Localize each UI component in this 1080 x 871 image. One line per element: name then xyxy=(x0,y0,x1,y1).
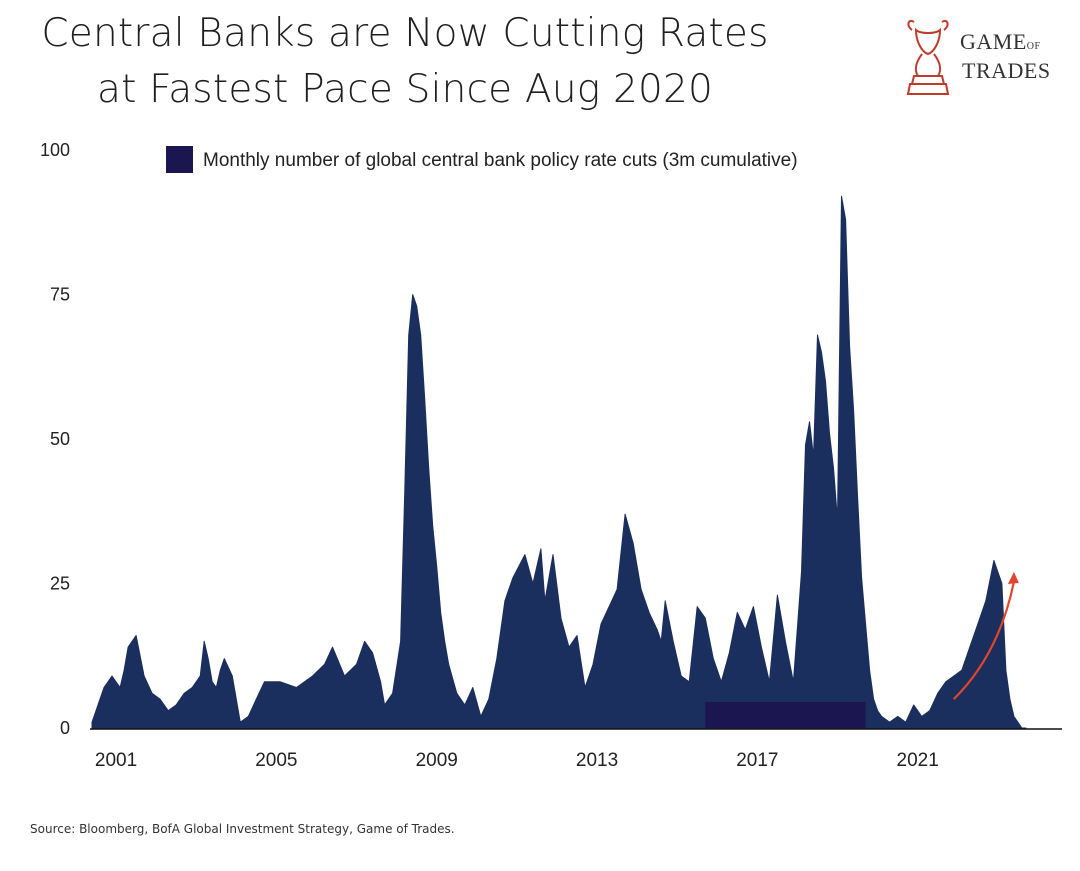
legend: Monthly number of global central bank po… xyxy=(166,146,798,173)
title-line-2: at Fastest Pace Since Aug 2020 xyxy=(96,67,714,112)
logo-text: GAMEOF TRADES xyxy=(960,30,1051,83)
legend-swatch xyxy=(166,146,193,173)
logo-word-game: GAME xyxy=(960,29,1027,54)
y-tick-label-25: 25 xyxy=(50,574,70,594)
logo-word-of: OF xyxy=(1026,41,1041,52)
arrow-head xyxy=(1007,571,1019,584)
y-tick-label-0: 0 xyxy=(60,718,70,738)
logo-word-trades: TRADES xyxy=(962,58,1051,83)
chart-title: Central Banks are Now Cutting Rates at F… xyxy=(0,6,810,118)
y-tick-label-50: 50 xyxy=(50,429,70,449)
arrow-shaft xyxy=(953,581,1015,700)
area-series-rate-cuts xyxy=(91,195,1027,729)
title-line-1: Central Banks are Now Cutting Rates xyxy=(41,11,769,56)
bull-knight-icon xyxy=(906,20,950,95)
x-tick-label-2021: 2021 xyxy=(897,750,939,771)
x-tick-label-2001: 2001 xyxy=(95,750,137,771)
trend-arrow-annotation xyxy=(953,571,1019,700)
legend-label: Monthly number of global central bank po… xyxy=(203,150,798,171)
y-tick-label-100: 100 xyxy=(40,140,70,160)
x-tick-label-2005: 2005 xyxy=(255,750,297,771)
source-note: Source: Bloomberg, BofA Global Investmen… xyxy=(30,822,455,836)
game-of-trades-logo: GAMEOF TRADES xyxy=(900,12,1070,104)
x-tick-label-2013: 2013 xyxy=(576,750,618,771)
y-tick-label-75: 75 xyxy=(50,285,70,305)
x-tick-label-2009: 2009 xyxy=(416,750,458,771)
highlight-band xyxy=(705,701,866,728)
x-tick-label-2017: 2017 xyxy=(736,750,778,771)
rate-cuts-area-chart: 0 25 50 75 100 2001 2005 2009 2013 2017 2021 Mont… xyxy=(40,140,1062,771)
